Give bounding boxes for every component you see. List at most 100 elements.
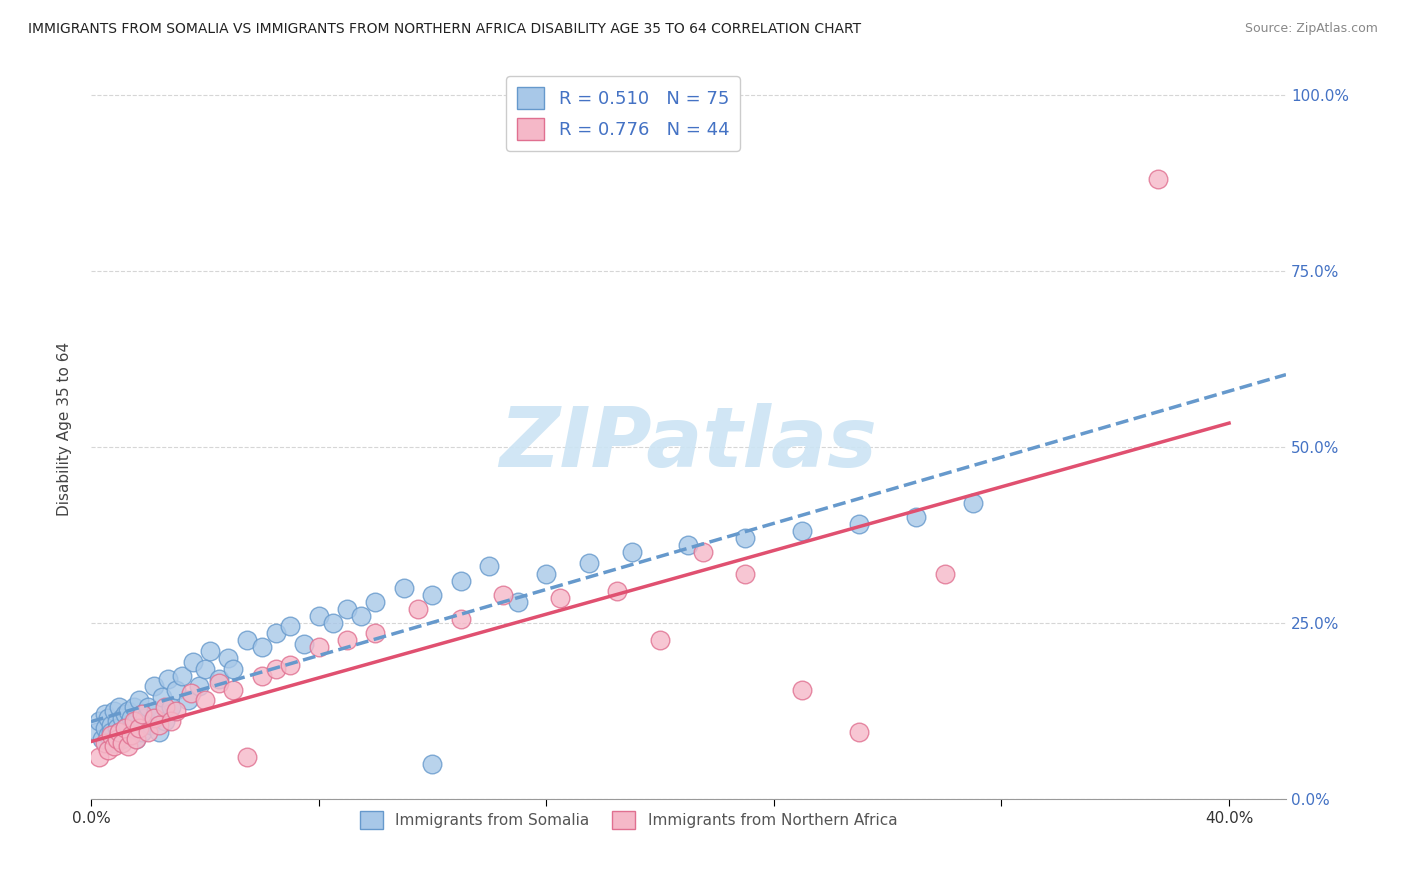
Point: [153, 700, 176, 714]
Point: [222, 682, 245, 697]
Point: [336, 633, 359, 648]
Point: [136, 725, 159, 739]
Legend: Immigrants from Somalia, Immigrants from Northern Africa: Immigrants from Somalia, Immigrants from…: [354, 805, 903, 836]
Point: [364, 595, 387, 609]
Point: [105, 731, 128, 746]
Point: [148, 725, 170, 739]
Point: [128, 693, 150, 707]
Point: [250, 668, 273, 682]
Point: [292, 637, 315, 651]
Point: [176, 693, 198, 707]
Point: [1147, 172, 1170, 186]
Text: IMMIGRANTS FROM SOMALIA VS IMMIGRANTS FROM NORTHERN AFRICA DISABILITY AGE 35 TO : IMMIGRANTS FROM SOMALIA VS IMMIGRANTS FR…: [28, 22, 862, 37]
Point: [97, 711, 120, 725]
Point: [100, 729, 122, 743]
Point: [450, 574, 472, 588]
Point: [188, 679, 211, 693]
Point: [108, 725, 131, 739]
Point: [153, 714, 176, 729]
Point: [606, 584, 628, 599]
Point: [934, 566, 956, 581]
Point: [336, 601, 359, 615]
Point: [264, 626, 287, 640]
Point: [120, 729, 142, 743]
Point: [165, 704, 187, 718]
Point: [122, 700, 145, 714]
Point: [131, 725, 153, 739]
Point: [792, 682, 814, 697]
Point: [364, 626, 387, 640]
Point: [114, 725, 136, 739]
Point: [150, 690, 173, 704]
Point: [103, 735, 125, 749]
Point: [250, 640, 273, 655]
Point: [94, 722, 117, 736]
Point: [103, 704, 125, 718]
Point: [506, 595, 529, 609]
Point: [94, 707, 117, 722]
Point: [103, 739, 125, 753]
Point: [492, 588, 515, 602]
Point: [170, 668, 193, 682]
Point: [125, 731, 148, 746]
Point: [134, 711, 156, 725]
Point: [89, 714, 111, 729]
Point: [550, 591, 572, 606]
Point: [114, 722, 136, 736]
Point: [142, 679, 165, 693]
Point: [848, 725, 870, 739]
Point: [962, 496, 984, 510]
Point: [105, 714, 128, 729]
Text: ZIPatlas: ZIPatlas: [499, 403, 877, 484]
Point: [97, 729, 120, 743]
Point: [322, 615, 344, 630]
Point: [534, 566, 557, 581]
Point: [406, 601, 429, 615]
Point: [105, 722, 128, 736]
Point: [108, 700, 131, 714]
Point: [159, 700, 181, 714]
Text: Source: ZipAtlas.com: Source: ZipAtlas.com: [1244, 22, 1378, 36]
Point: [422, 756, 444, 771]
Point: [208, 675, 231, 690]
Point: [278, 619, 301, 633]
Point: [111, 731, 134, 746]
Point: [131, 707, 153, 722]
Point: [222, 662, 245, 676]
Point: [392, 581, 415, 595]
Point: [156, 672, 179, 686]
Point: [120, 729, 142, 743]
Point: [91, 731, 114, 746]
Point: [478, 559, 501, 574]
Point: [792, 524, 814, 539]
Point: [122, 722, 145, 736]
Point: [236, 633, 259, 648]
Point: [450, 612, 472, 626]
Point: [86, 725, 108, 739]
Point: [905, 510, 928, 524]
Point: [97, 742, 120, 756]
Point: [350, 608, 373, 623]
Point: [111, 711, 134, 725]
Point: [200, 644, 222, 658]
Point: [125, 714, 148, 729]
Point: [100, 718, 122, 732]
Point: [117, 739, 139, 753]
Point: [131, 707, 153, 722]
Point: [264, 662, 287, 676]
Point: [165, 682, 187, 697]
Point: [159, 714, 181, 729]
Point: [114, 707, 136, 722]
Point: [111, 735, 134, 749]
Point: [194, 693, 217, 707]
Point: [128, 722, 150, 736]
Point: [208, 672, 231, 686]
Point: [108, 725, 131, 739]
Point: [122, 714, 145, 729]
Point: [100, 725, 122, 739]
Point: [278, 658, 301, 673]
Point: [648, 633, 671, 648]
Point: [308, 608, 330, 623]
Point: [183, 655, 205, 669]
Point: [194, 662, 217, 676]
